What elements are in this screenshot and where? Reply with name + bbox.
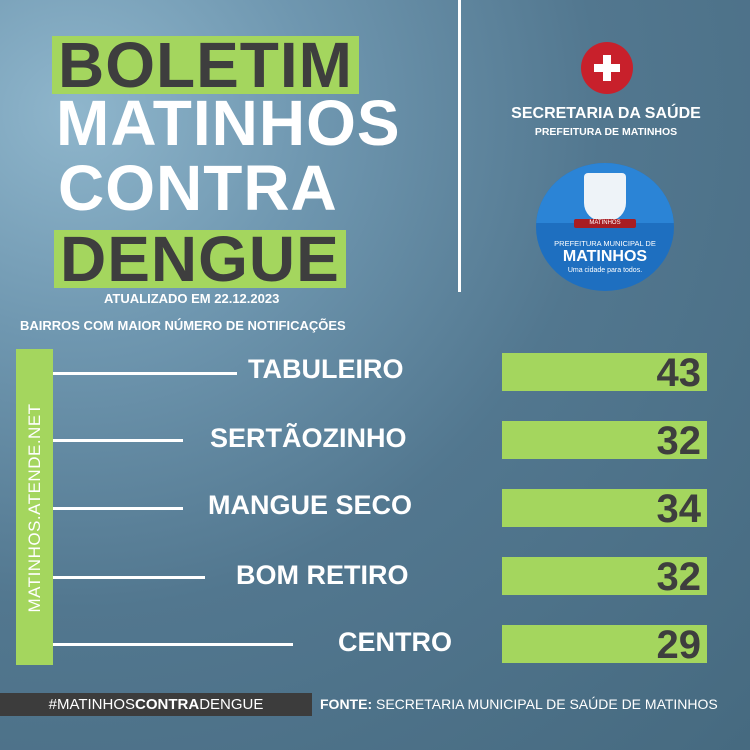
website-bar xyxy=(16,349,53,665)
neighborhood-value-box: 32 xyxy=(502,555,707,599)
neighborhood-value-box: 34 xyxy=(502,487,707,531)
neighborhood-name: MANGUE SECO xyxy=(208,490,413,520)
neighborhood-value: 43 xyxy=(656,351,702,395)
neighborhood-value: 32 xyxy=(656,555,702,599)
medical-cross-icon xyxy=(581,42,633,94)
row-line xyxy=(53,576,205,579)
vertical-divider xyxy=(458,0,461,292)
row-line xyxy=(53,372,237,375)
neighborhood-value: 34 xyxy=(656,487,702,531)
title-matinhos: MATINHOS xyxy=(56,87,401,159)
title-dengue: DENGUE xyxy=(54,227,346,291)
title-boletim: BOLETIM xyxy=(52,33,359,97)
secretaria-title: SECRETARIA DA SAÚDE xyxy=(511,105,701,122)
row-line xyxy=(53,507,183,510)
neighborhood-name: TABULEIRO xyxy=(248,354,404,384)
subtitle: BAIRROS COM MAIOR NÚMERO DE NOTIFICAÇÕES xyxy=(20,318,346,333)
source-note: FONTE: SECRETARIA MUNICIPAL DE SAÚDE DE … xyxy=(320,696,718,712)
neighborhood-value: 29 xyxy=(656,623,702,667)
website-text: MATINHOS.ATENDE.NET xyxy=(25,403,44,613)
neighborhood-name: BOM RETIRO xyxy=(236,560,409,590)
neighborhood-value-box: 32 xyxy=(502,419,707,463)
hashtag: #MATINHOSCONTRADENGUE xyxy=(0,693,312,716)
neighborhood-value: 32 xyxy=(656,419,702,463)
coat-of-arms-icon xyxy=(584,173,626,221)
updated-date: ATUALIZADO EM 22.12.2023 xyxy=(104,291,280,306)
row-line xyxy=(53,643,293,646)
title-contra: CONTRA xyxy=(58,152,338,224)
crest-ribbon: MATINHOS xyxy=(574,219,636,228)
badge-slogan: Uma cidade para todos. xyxy=(567,267,643,274)
neighborhood-name: SERTÃOZINHO xyxy=(210,423,407,453)
badge-prefeitura: PREFEITURA MUNICIPAL DE xyxy=(554,239,656,248)
badge-name: MATINHOS xyxy=(562,248,648,265)
neighborhood-value-box: 29 xyxy=(502,623,707,667)
neighborhood-name: CENTRO xyxy=(338,627,452,657)
secretaria-subtitle: PREFEITURA DE MATINHOS xyxy=(534,126,678,138)
row-line xyxy=(53,439,183,442)
neighborhood-value-box: 43 xyxy=(502,351,707,395)
prefeitura-logo: MATINHOS PREFEITURA MUNICIPAL DE MATINHO… xyxy=(536,163,674,291)
